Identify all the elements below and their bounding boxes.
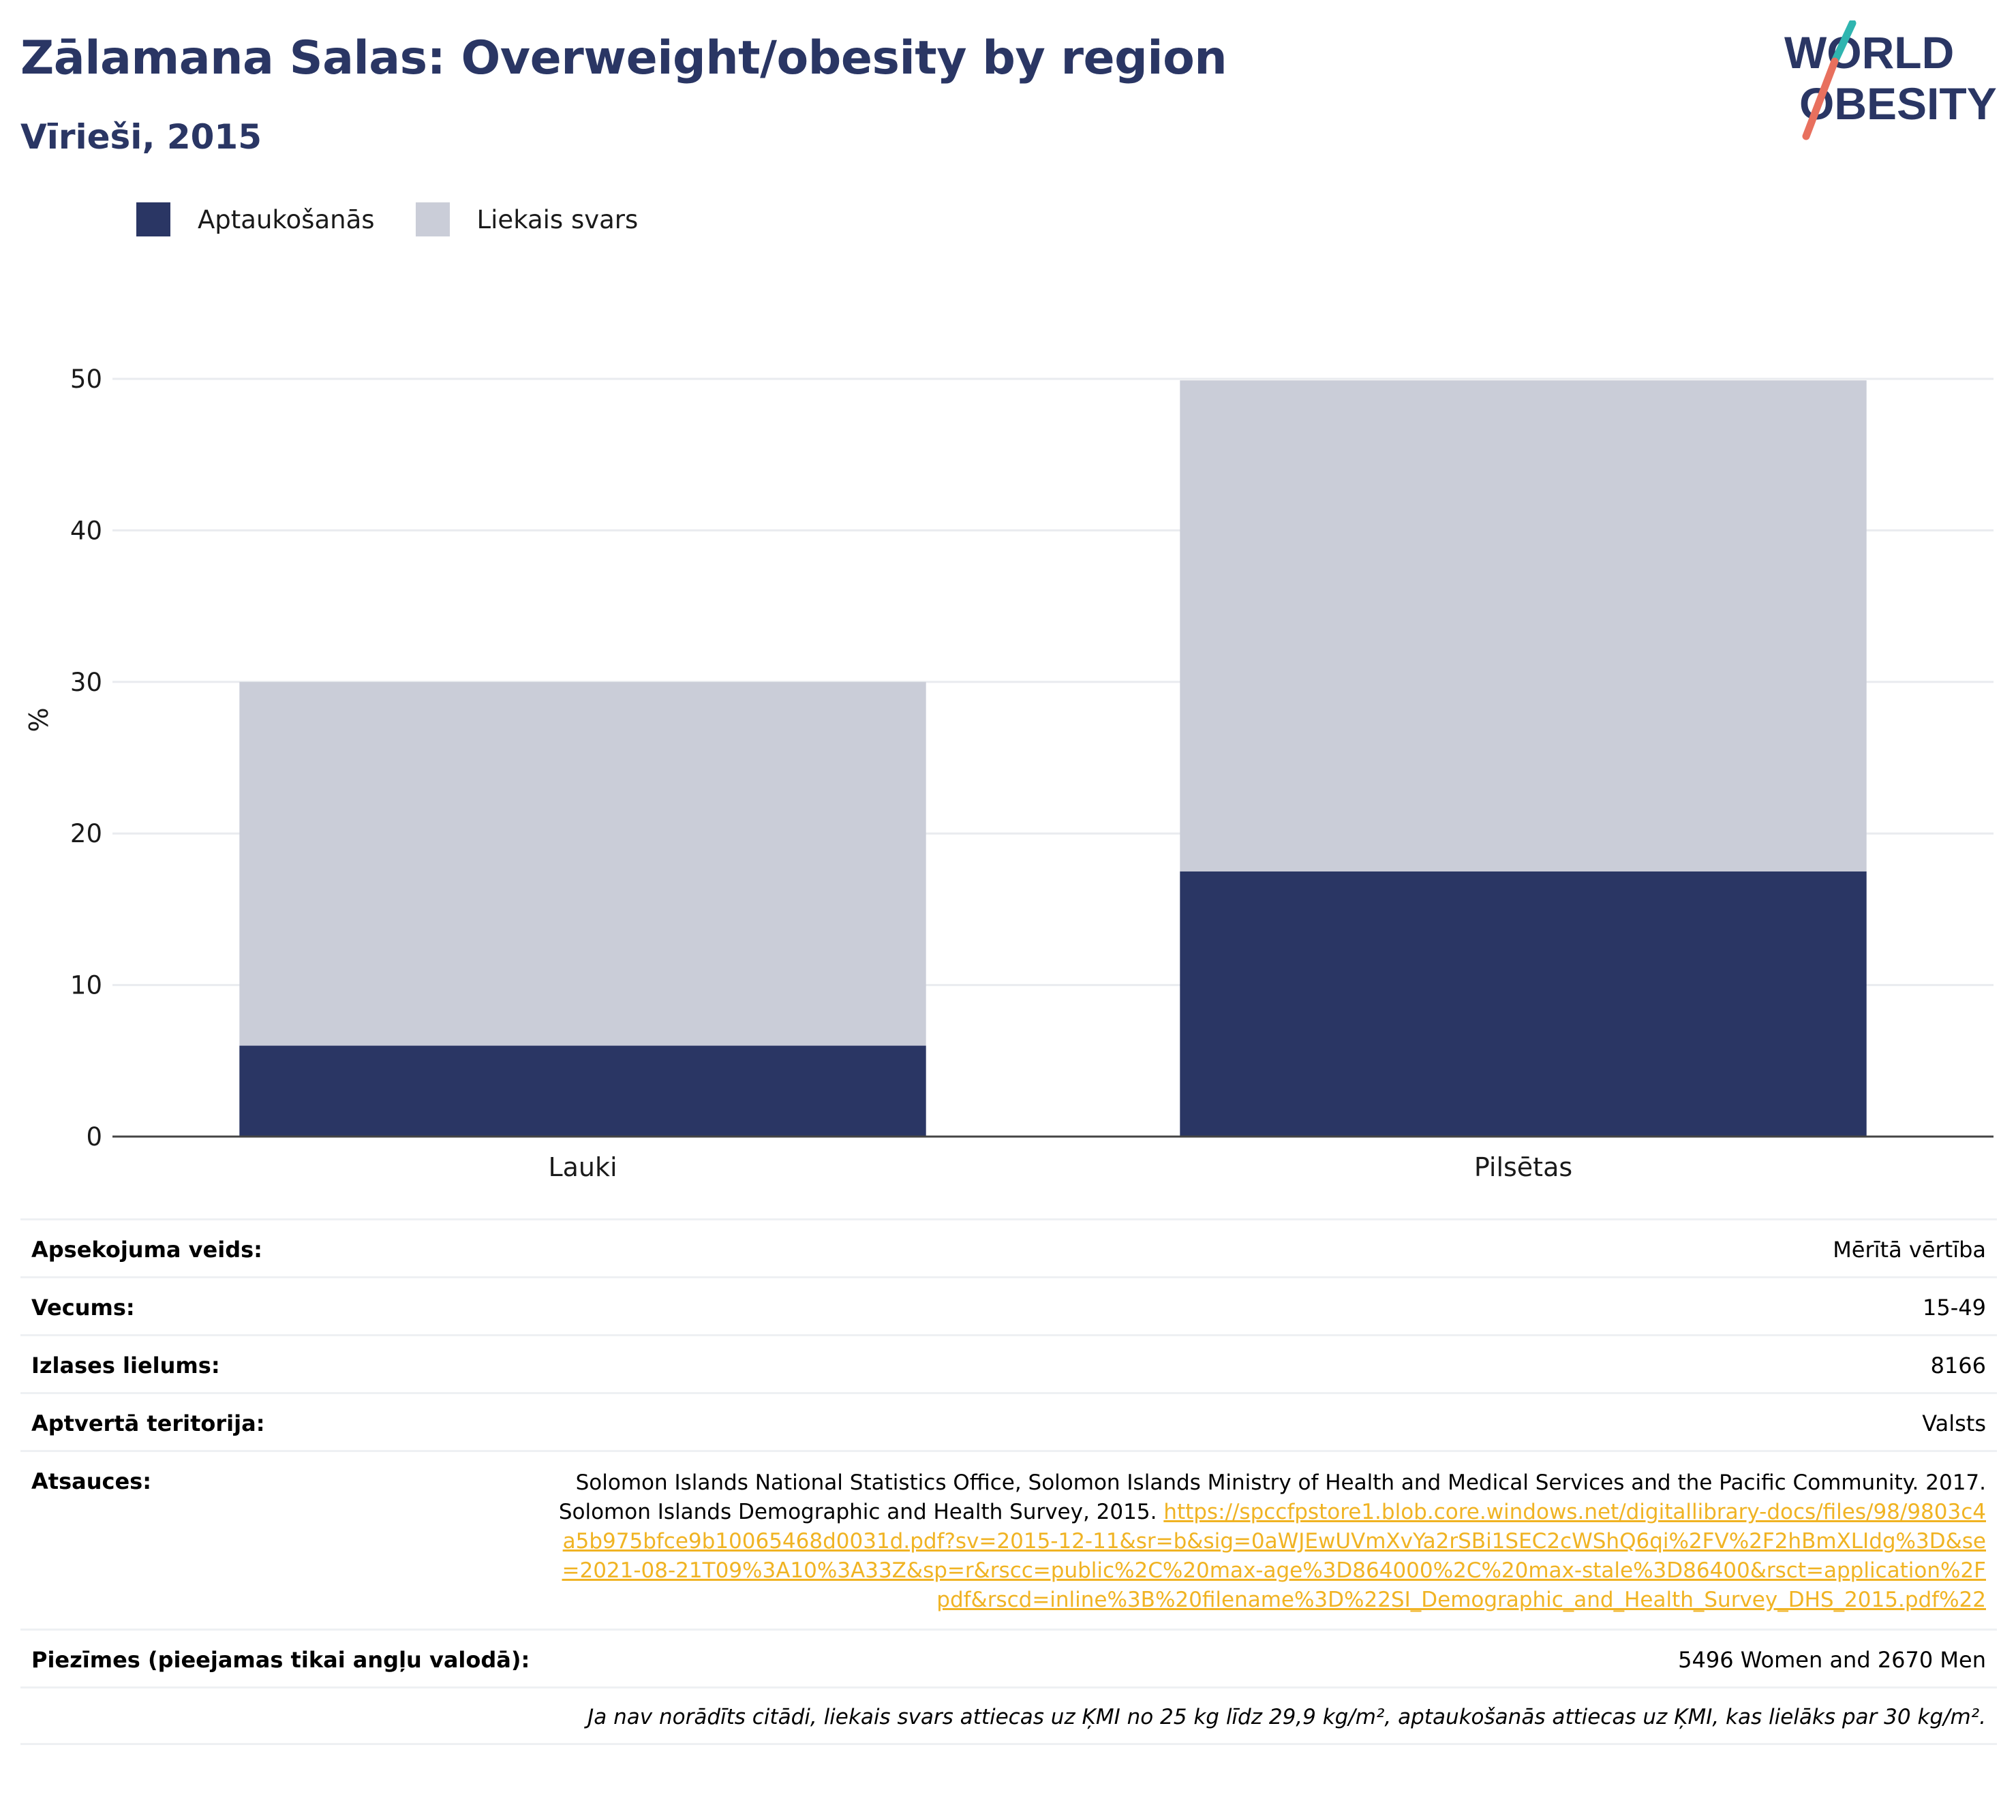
- world-obesity-logo: WORLD OBESITY: [1784, 20, 1997, 140]
- x-tick-label-1: Lauki: [548, 1152, 617, 1182]
- notes-value: 5496 Women and 2670 Men: [1678, 1647, 1986, 1673]
- info-row-notes: Piezīmes (pieejamas tikai angļu valodā):…: [20, 1629, 1997, 1686]
- y-tick-label-10: 10: [70, 971, 102, 1000]
- info-row-footnote: Ja nav norādīts citādi, liekais svars at…: [20, 1686, 1997, 1745]
- survey-type-value: Mērītā vērtība: [1833, 1237, 1986, 1263]
- legend-label-overweight: Liekais svars: [476, 204, 639, 234]
- info-row-survey-type: Apsekojuma veids: Mērītā vērtība: [20, 1218, 1997, 1276]
- logo-slash-teal: [1831, 20, 1857, 65]
- info-row-area: Aptvertā teritorija: Valsts: [20, 1392, 1997, 1450]
- bar-chart: 0 10 20 30 40 50% Lauki Pilsētas: [24, 365, 1994, 1182]
- info-row-sample-size: Izlases lielums: 8166: [20, 1334, 1997, 1392]
- y-axis-title: %: [24, 707, 54, 732]
- legend-label-obesity: Aptaukošanās: [198, 204, 375, 234]
- area-value: Valsts: [1922, 1410, 1986, 1436]
- footnote: Ja nav norādīts citādi, liekais svars at…: [587, 1705, 1986, 1729]
- references-link[interactable]: https://spccfpstore1.blob.core.windows.n…: [562, 1500, 1987, 1612]
- logo-line1: WORLD: [1784, 27, 1954, 78]
- sample-size-value: 8166: [1930, 1353, 1986, 1378]
- legend-item-obesity[interactable]: Aptaukošanās: [136, 202, 375, 236]
- sample-size-label: Izlases lielums:: [31, 1353, 220, 1378]
- info-row-age: Vecums: 15-49: [20, 1276, 1997, 1334]
- references-text: Solomon Islands National Statistics Offi…: [558, 1470, 1986, 1524]
- y-tick-label-0: 0: [86, 1122, 102, 1152]
- chart-title: Zālamana Salas: Overweight/obesity by re…: [20, 31, 1227, 85]
- logo-slash-coral: [1802, 57, 1839, 140]
- chart-subtitle: Vīrieši, 2015: [20, 117, 262, 157]
- references-label: Atsauces:: [31, 1468, 151, 1494]
- bar-overweight-2: [1180, 380, 1867, 872]
- info-table: Apsekojuma veids: Mērītā vērtība Vecums:…: [20, 1218, 1997, 1745]
- age-value: 15-49: [1923, 1295, 1986, 1321]
- age-label: Vecums:: [31, 1295, 135, 1321]
- info-row-references: Atsauces: Solomon Islands National Stati…: [20, 1450, 1997, 1629]
- bar-overweight-1: [239, 681, 926, 1046]
- x-tick-label-2: Pilsētas: [1474, 1152, 1572, 1182]
- references-value: Solomon Islands National Statistics Offi…: [555, 1468, 1986, 1615]
- y-tick-label-40: 40: [70, 516, 102, 545]
- bar-obesity-2: [1180, 871, 1867, 1137]
- legend: Aptaukošanās Liekais svars: [136, 202, 679, 237]
- legend-swatch-obesity: [136, 202, 170, 236]
- y-tick-label-30: 30: [70, 668, 102, 697]
- notes-label: Piezīmes (pieejamas tikai angļu valodā):: [31, 1647, 530, 1673]
- legend-swatch-overweight: [415, 202, 450, 236]
- bar-obesity-1: [239, 1045, 926, 1137]
- legend-item-overweight[interactable]: Liekais svars: [415, 202, 639, 236]
- y-tick-label-50: 50: [70, 365, 102, 394]
- area-label: Aptvertā teritorija:: [31, 1410, 265, 1436]
- survey-type-label: Apsekojuma veids:: [31, 1237, 262, 1263]
- y-tick-label-20: 20: [70, 819, 102, 848]
- logo-line2: OBESITY: [1799, 78, 1997, 129]
